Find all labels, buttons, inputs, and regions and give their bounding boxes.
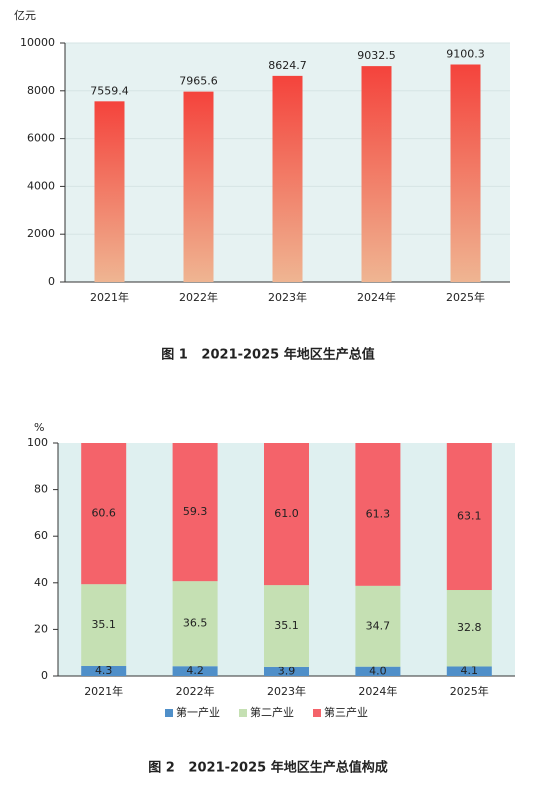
- y-tick-label: 0: [48, 275, 55, 288]
- data-label: 4.2: [186, 664, 204, 677]
- data-label: 63.1: [457, 510, 482, 523]
- legend-swatch: [313, 709, 321, 717]
- bar-segment: [355, 585, 401, 667]
- data-label: 9100.3: [446, 48, 485, 61]
- data-label: 8624.7: [268, 59, 307, 72]
- data-label: 61.0: [274, 507, 299, 520]
- y-tick-label: 20: [34, 622, 48, 635]
- y-tick-label: 40: [34, 576, 48, 589]
- data-label: 4.3: [95, 664, 113, 677]
- x-tick-label: 2025年: [446, 290, 485, 304]
- caption: 图 1 2021-2025 年地区生产总值: [161, 347, 374, 363]
- bar-segment: [264, 666, 309, 676]
- x-tick-label: 2023年: [267, 684, 306, 698]
- legend-label: 第三产业: [324, 705, 368, 719]
- bar-segment: [355, 443, 401, 586]
- bar: [450, 64, 481, 282]
- data-label: 35.1: [91, 618, 116, 631]
- bar-segment: [264, 585, 309, 667]
- caption: 图 2 2021-2025 年地区生产总值构成: [148, 760, 387, 776]
- bar-segment: [81, 443, 127, 585]
- y-tick-label: 0: [41, 669, 48, 682]
- y-tick-label: 80: [34, 483, 48, 496]
- legend-label: 第二产业: [250, 705, 294, 719]
- y-tick-label: 60: [34, 529, 48, 542]
- bar-segment: [81, 665, 127, 676]
- x-tick-label: 2025年: [450, 684, 489, 698]
- bar-segment: [446, 590, 492, 667]
- bar: [183, 91, 214, 282]
- y-axis-label: 亿元: [14, 9, 36, 22]
- bar: [361, 66, 392, 282]
- legend-label: 第一产业: [176, 705, 220, 719]
- bar-segment: [446, 443, 492, 591]
- x-tick-label: 2021年: [90, 290, 129, 304]
- y-tick-label: 8000: [27, 84, 55, 97]
- bar-segment: [264, 443, 309, 586]
- bar: [94, 101, 125, 282]
- bar-segment: [172, 443, 218, 582]
- y-tick-label: 6000: [27, 132, 55, 145]
- bar-segment: [81, 584, 127, 666]
- data-label: 61.3: [366, 507, 391, 520]
- bar: [272, 75, 303, 283]
- bar-segment: [172, 581, 218, 667]
- x-tick-label: 2021年: [84, 684, 123, 698]
- data-label: 4.1: [461, 664, 479, 677]
- data-label: 35.1: [274, 619, 299, 632]
- y-tick-label: 10000: [20, 36, 55, 49]
- data-label: 34.7: [366, 619, 391, 632]
- x-tick-label: 2023年: [268, 290, 307, 304]
- data-label: 9032.5: [357, 49, 396, 62]
- data-label: 60.6: [91, 507, 116, 520]
- x-tick-label: 2024年: [358, 684, 397, 698]
- data-label: 36.5: [183, 617, 208, 630]
- x-tick-label: 2022年: [179, 290, 218, 304]
- bar-segment: [446, 666, 492, 676]
- data-label: 4.0: [369, 664, 387, 677]
- data-label: 7559.4: [90, 84, 129, 97]
- bar-segment: [172, 666, 218, 676]
- x-tick-label: 2022年: [176, 684, 215, 698]
- bar-segment: [355, 666, 401, 676]
- data-label: 59.3: [183, 505, 208, 518]
- legend-swatch: [239, 709, 247, 717]
- x-tick-label: 2024年: [357, 290, 396, 304]
- data-label: 7965.6: [179, 75, 218, 88]
- y-tick-label: 4000: [27, 179, 55, 192]
- y-axis-label: %: [34, 421, 44, 434]
- y-tick-label: 100: [27, 436, 48, 449]
- data-label: 3.9: [278, 664, 296, 677]
- data-label: 32.8: [457, 621, 482, 634]
- y-tick-label: 2000: [27, 227, 55, 240]
- legend-swatch: [165, 709, 173, 717]
